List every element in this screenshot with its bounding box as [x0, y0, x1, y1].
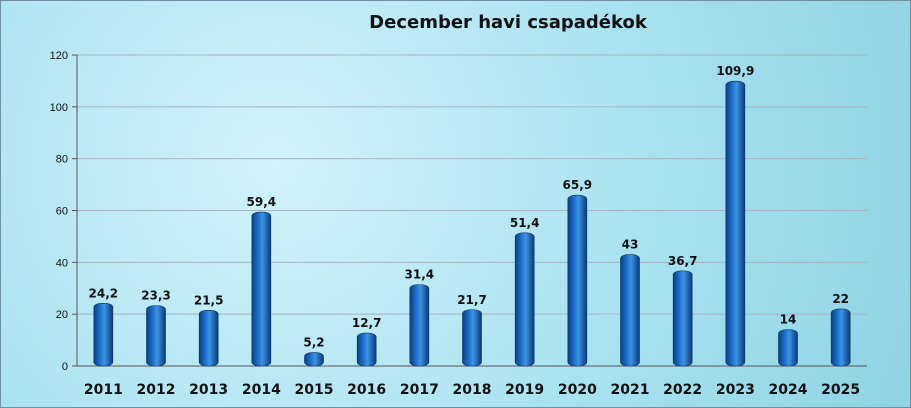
bar — [409, 284, 430, 367]
y-axis-ticks: 0 20 40 60 80 100 120 — [50, 50, 68, 373]
data-label: 51,4 — [510, 216, 540, 230]
y-tick-label: 0 — [62, 361, 68, 373]
x-tick-label: 2016 — [347, 382, 386, 398]
data-label: 21,7 — [457, 293, 487, 307]
x-tick-label: 2023 — [716, 382, 755, 398]
x-tick-label: 2022 — [663, 382, 702, 398]
data-label: 24,2 — [89, 286, 119, 300]
x-tick-label: 2020 — [558, 382, 597, 398]
x-tick-label: 2024 — [769, 382, 808, 398]
data-label: 22 — [832, 292, 849, 306]
bar — [620, 254, 640, 367]
data-label: 12,7 — [352, 316, 382, 330]
bar — [93, 302, 114, 367]
bar — [146, 305, 166, 367]
y-tick-label: 100 — [50, 102, 68, 114]
data-label: 23,3 — [141, 289, 171, 303]
data-label: 59,4 — [247, 195, 277, 209]
y-tick-label: 80 — [56, 154, 68, 166]
bar — [567, 194, 588, 367]
data-label: 65,9 — [563, 178, 593, 192]
x-tick-label: 2015 — [295, 382, 334, 398]
x-tick-label: 2014 — [242, 382, 281, 398]
bar — [778, 329, 798, 367]
y-tick-label: 60 — [56, 206, 68, 218]
bar — [725, 80, 746, 367]
x-tick-label: 2019 — [505, 382, 544, 398]
bar — [198, 309, 219, 367]
y-tick-label: 120 — [50, 50, 68, 62]
x-axis-ticks: 2011 2012 2013 2014 2015 2016 2017 2018 2019 2020… — [84, 382, 860, 398]
x-tick-label: 2011 — [84, 382, 123, 398]
data-label: 5,2 — [303, 336, 324, 350]
data-label: 14 — [780, 313, 797, 327]
y-tick-label: 40 — [56, 257, 68, 269]
bars — [93, 80, 851, 367]
chart-title: December havi csapadékok — [369, 12, 648, 33]
data-labels: 24,2 23,3 21,5 59,4 5,2 12,7 31,4 21,7 51,4 65,9 4… — [89, 64, 849, 349]
bar — [304, 352, 324, 367]
data-label: 21,5 — [194, 293, 224, 307]
x-tick-label: 2021 — [611, 382, 650, 398]
x-tick-label: 2012 — [137, 382, 176, 398]
bar — [514, 232, 535, 367]
data-label: 36,7 — [668, 254, 698, 268]
bar — [830, 308, 851, 367]
x-tick-label: 2013 — [189, 382, 228, 398]
data-label: 31,4 — [405, 268, 435, 282]
data-label: 43 — [622, 238, 639, 252]
x-tick-label: 2017 — [400, 382, 439, 398]
bar — [462, 309, 482, 367]
bar — [251, 211, 272, 367]
x-tick-label: 2025 — [821, 382, 860, 398]
y-tick-label: 20 — [56, 309, 68, 321]
bar — [356, 332, 377, 367]
x-tick-label: 2018 — [453, 382, 492, 398]
data-label: 109,9 — [716, 64, 754, 78]
bar — [672, 270, 693, 367]
